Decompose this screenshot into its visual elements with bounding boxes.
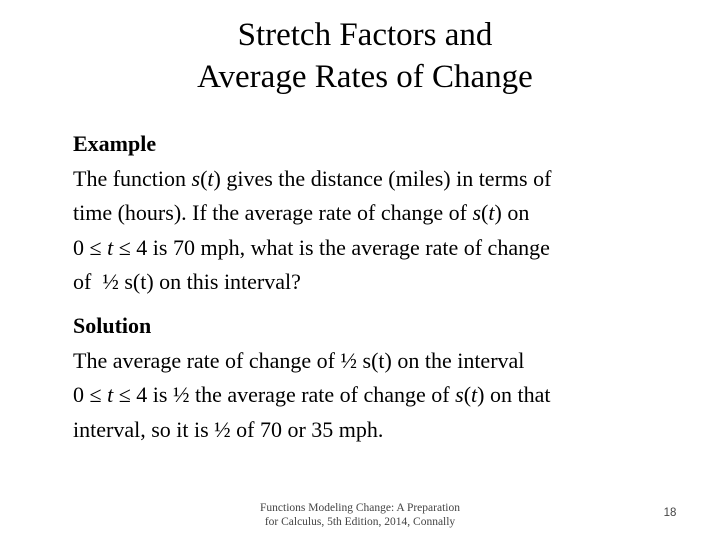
footer-line: Functions Modeling Change: A Preparation xyxy=(260,502,460,514)
text-run: t xyxy=(207,165,214,191)
text-run: t xyxy=(471,382,478,407)
text-run: of ½ s(t) on this interval? xyxy=(73,269,301,294)
text-run: ) on that xyxy=(477,382,551,407)
text-run: t xyxy=(107,234,114,260)
text-run: ≤ 4 is ½ the average rate of change of xyxy=(113,382,456,407)
body-line: The function s(t) gives the distance (mi… xyxy=(73,164,551,194)
body-line: The average rate of change of ½ s(t) on … xyxy=(73,346,524,376)
text-run: time (hours). If the average rate of cha… xyxy=(73,200,473,225)
page-number: 18 xyxy=(663,507,677,519)
text-run: interval, so it is ½ of 70 or 35 mph. xyxy=(73,416,384,442)
text-run: The average rate of change of ½ s(t) on … xyxy=(73,347,525,373)
text-run: ( xyxy=(463,382,472,407)
title-line: Stretch Factors and xyxy=(237,17,493,53)
text-run: ( xyxy=(200,165,208,191)
text-run: ) gives the distance (miles) in terms of xyxy=(213,165,552,191)
body-line: 0 ≤ t ≤ 4 is 70 mph, what is the average… xyxy=(73,233,550,263)
text-run: 0 ≤ xyxy=(73,234,108,260)
text-run: The function xyxy=(73,165,192,191)
text-run: t xyxy=(107,382,114,407)
body-line: interval, so it is ½ of 70 or 35 mph. xyxy=(73,415,383,445)
text-run: ( xyxy=(481,200,489,225)
text-run: s xyxy=(472,200,482,225)
text-run: 0 ≤ xyxy=(73,382,108,407)
title-line: Average Rates of Change xyxy=(197,59,533,95)
section-heading: Solution xyxy=(73,313,152,338)
text-run: s xyxy=(191,165,201,191)
body-line: 0 ≤ t ≤ 4 is ½ the average rate of chang… xyxy=(73,380,550,410)
text-run: t xyxy=(488,200,495,225)
body-line: of ½ s(t) on this interval? xyxy=(73,267,301,297)
body-line: time (hours). If the average rate of cha… xyxy=(73,198,529,228)
text-run: ) on xyxy=(494,200,530,225)
footer-line: for Calculus, 5th Edition, 2014, Connall… xyxy=(264,516,456,528)
text-run: s xyxy=(455,382,464,407)
section-heading: Example xyxy=(73,131,157,156)
text-run: ≤ 4 is 70 mph, what is the average rate … xyxy=(113,234,550,260)
